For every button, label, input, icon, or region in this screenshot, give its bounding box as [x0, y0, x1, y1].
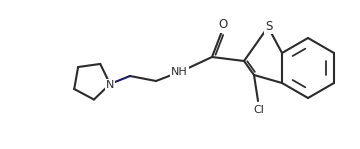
Text: N: N — [106, 80, 114, 90]
Text: S: S — [265, 20, 273, 32]
Text: O: O — [219, 18, 228, 31]
Text: Cl: Cl — [253, 105, 265, 115]
Text: NH: NH — [171, 67, 188, 77]
